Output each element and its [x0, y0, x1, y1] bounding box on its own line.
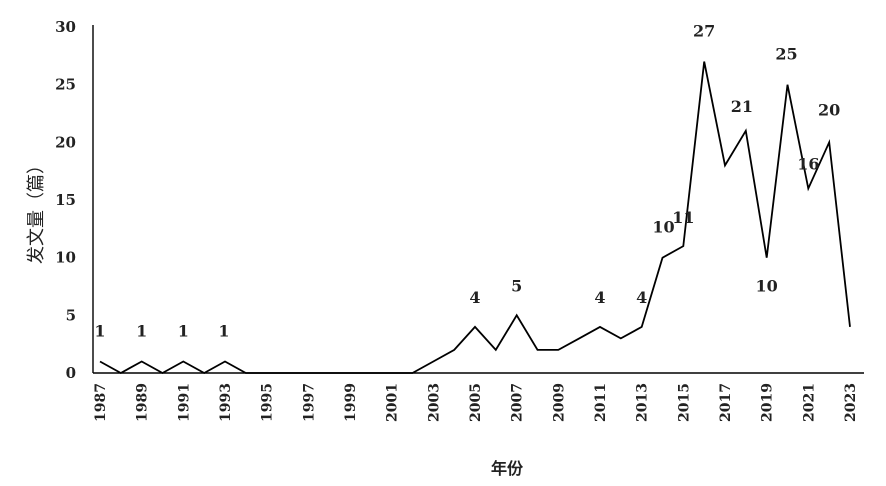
y-axis-title: 发文量（篇）	[26, 156, 47, 264]
data-label: 1	[218, 321, 229, 340]
x-tick-label: 1991	[176, 383, 192, 422]
x-tick-label: 2015	[676, 383, 692, 422]
data-label: 1	[94, 321, 105, 340]
y-tick-label: 5	[66, 306, 76, 324]
x-tick-label: 1989	[135, 383, 151, 422]
data-label: 27	[693, 22, 715, 41]
y-tick-label: 25	[55, 76, 76, 94]
y-tick-label: 20	[55, 133, 76, 151]
data-label: 1	[136, 321, 147, 340]
x-tick-label: 2005	[468, 383, 484, 422]
x-axis-title: 年份	[491, 459, 524, 478]
x-tick-label: 2001	[385, 383, 401, 422]
x-tick-label: 2011	[593, 383, 609, 422]
x-tick-label: 2009	[551, 383, 567, 422]
x-tick-label: 2007	[510, 383, 526, 422]
x-tick-label: 1995	[260, 383, 276, 422]
y-axis-ticks: 0 5 10 15 20 25 30	[55, 18, 76, 382]
data-label: 4	[594, 288, 605, 307]
data-label: 21	[731, 97, 753, 116]
x-tick-label: 1987	[93, 383, 109, 422]
data-label: 11	[672, 208, 694, 227]
x-tick-label: 2019	[760, 383, 776, 422]
y-tick-label: 30	[55, 18, 76, 36]
data-label: 1	[178, 321, 189, 340]
x-tick-label: 2023	[843, 383, 859, 422]
x-tick-label: 2017	[718, 383, 734, 422]
x-tick-label: 2003	[426, 383, 442, 422]
data-label: 20	[818, 100, 840, 119]
y-tick-label: 10	[55, 249, 76, 267]
x-tick-label: 1993	[218, 383, 234, 422]
data-label: 10	[756, 277, 778, 296]
x-tick-label: 1997	[301, 383, 317, 422]
x-tick-label: 2021	[801, 383, 817, 422]
data-label: 4	[469, 288, 480, 307]
data-label: 10	[652, 218, 674, 237]
series-line	[99, 61, 851, 375]
x-tick-label: 2013	[635, 383, 651, 422]
x-tick-label: 1999	[343, 383, 359, 422]
data-label: 4	[636, 288, 647, 307]
y-tick-label: 0	[66, 364, 76, 382]
y-tick-label: 15	[55, 191, 76, 209]
data-label: 25	[775, 45, 797, 64]
x-axis-ticks: 1987 1989 1991 1993 1995 1997 1999 2001 2003 2005…	[93, 383, 859, 422]
data-label: 16	[797, 154, 819, 173]
data-label: 5	[511, 276, 522, 295]
